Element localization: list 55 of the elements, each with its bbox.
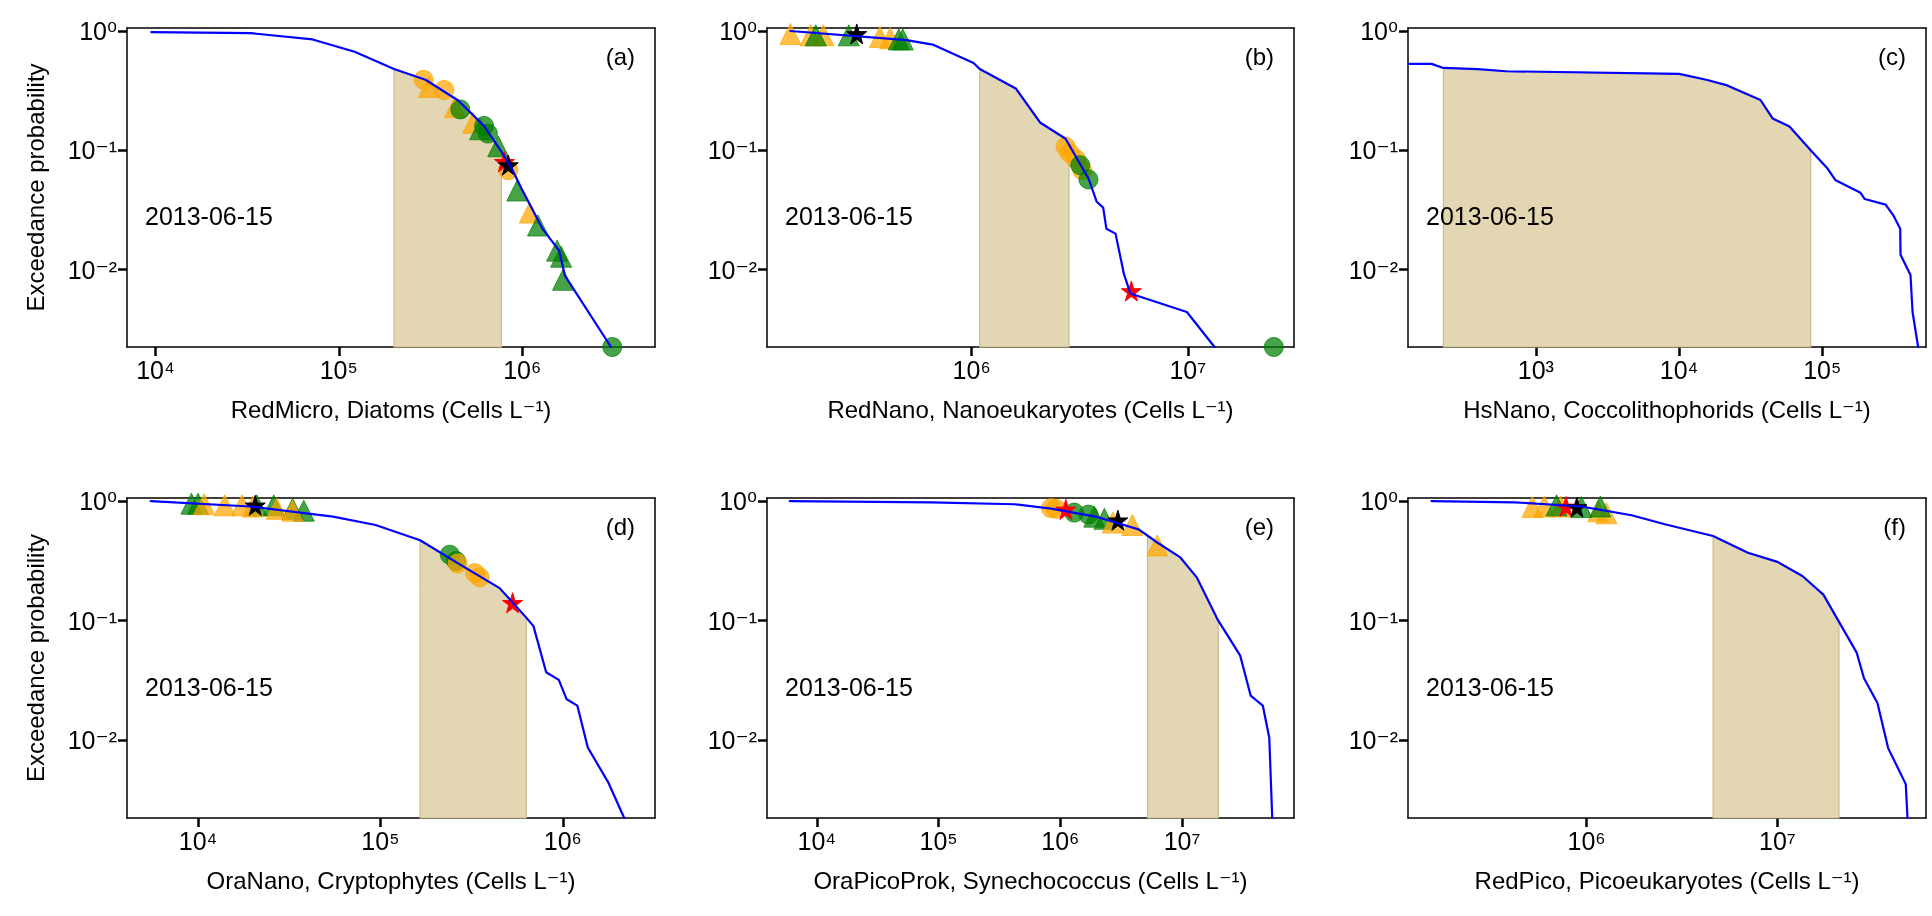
- x-tick-label: 10⁵: [919, 826, 958, 855]
- x-tick-label: 10⁶: [952, 355, 991, 384]
- y-tick-label: 10⁻¹: [707, 606, 757, 635]
- annotation: (f): [1883, 512, 1906, 540]
- x-tick-label: 10⁶: [1567, 826, 1606, 855]
- y-tick-label: 10⁻²: [67, 255, 117, 284]
- y-tick-label: 10⁻¹: [1348, 606, 1398, 635]
- y-tick-label: 10⁰: [719, 487, 757, 516]
- x-tick-label: 10⁴: [1659, 355, 1699, 384]
- y-tick-label: 10⁻²: [67, 726, 117, 755]
- x-axis-title: OraNano, Cryptophytes (Cells L⁻¹): [206, 866, 576, 894]
- annotation: (b): [1244, 42, 1275, 70]
- x-axis-title: RedMicro, Diatoms (Cells L⁻¹): [230, 395, 552, 423]
- x-tick-label: 10⁴: [797, 826, 837, 855]
- y-axis-title: Exceedance probability: [21, 533, 49, 783]
- x-tick-label: 10⁷: [1759, 826, 1796, 855]
- y-tick-label: 10⁻²: [1348, 255, 1398, 284]
- annotation: 2013-06-15: [145, 672, 273, 701]
- annotation: (c): [1878, 42, 1906, 70]
- y-tick-label: 10⁻²: [707, 255, 757, 284]
- x-axis-title: HsNano, Coccolithophorids (Cells L⁻¹): [1463, 395, 1871, 423]
- annotation: 2013-06-15: [1426, 672, 1554, 701]
- y-tick-label: 10⁻²: [707, 726, 757, 755]
- y-tick-label: 10⁰: [719, 17, 757, 46]
- x-axis-title: RedNano, Nanoeukaryotes (Cells L⁻¹): [827, 395, 1234, 423]
- x-axis-title: OraPicoProk, Synechococcus (Cells L⁻¹): [813, 866, 1248, 894]
- y-tick-label: 10⁰: [79, 17, 117, 46]
- y-tick-label: 10⁻¹: [707, 136, 757, 165]
- y-tick-label: 10⁰: [1360, 17, 1398, 46]
- y-tick-label: 10⁻²: [1348, 726, 1398, 755]
- x-tick-label: 10⁶: [543, 826, 582, 855]
- annotation: (a): [605, 42, 636, 70]
- x-tick-label: 10⁴: [178, 826, 218, 855]
- annotation: 2013-06-15: [145, 201, 273, 230]
- x-tick-label: 10⁶: [503, 355, 542, 384]
- annotation: 2013-06-15: [785, 672, 913, 701]
- x-tick-label: 10³: [1517, 355, 1554, 384]
- y-tick-label: 10⁻¹: [67, 136, 117, 165]
- x-tick-label: 10⁷: [1169, 355, 1207, 384]
- x-tick-label: 10⁴: [136, 355, 175, 384]
- annotation: (e): [1244, 512, 1275, 540]
- x-axis-title: RedPico, Picoeukaryotes (Cells L⁻¹): [1474, 866, 1860, 894]
- annotation: (d): [605, 512, 636, 540]
- y-axis-title: Exceedance probability: [21, 63, 49, 312]
- x-tick-label: 10⁵: [319, 355, 358, 384]
- x-tick-label: 10⁶: [1041, 826, 1080, 855]
- annotation: 2013-06-15: [1426, 201, 1554, 230]
- y-tick-label: 10⁰: [79, 487, 117, 516]
- x-tick-label: 10⁵: [361, 826, 400, 855]
- x-tick-label: 10⁷: [1163, 826, 1201, 855]
- y-tick-label: 10⁰: [1360, 487, 1398, 516]
- annotation: 2013-06-15: [785, 201, 913, 230]
- y-tick-label: 10⁻¹: [1348, 136, 1398, 165]
- y-tick-label: 10⁻¹: [67, 606, 117, 635]
- x-tick-label: 10⁵: [1803, 355, 1842, 384]
